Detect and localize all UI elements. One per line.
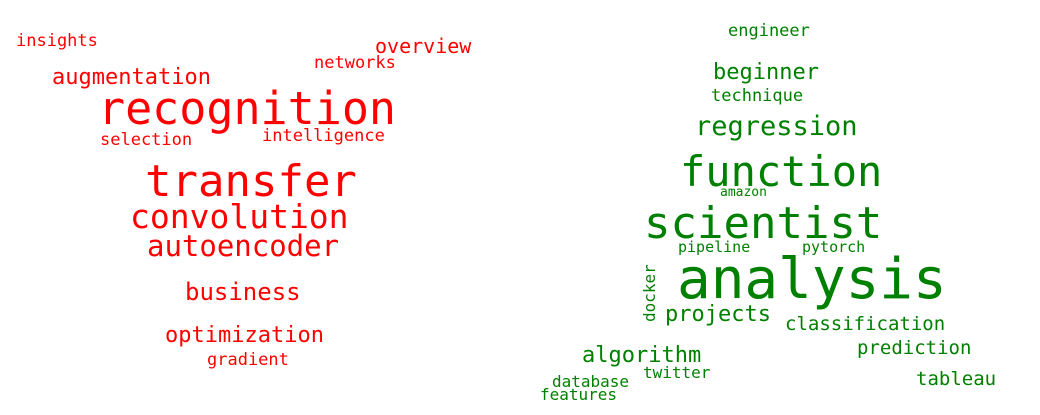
word-twitter: twitter: [643, 363, 711, 382]
word-intelligence: intelligence: [262, 126, 385, 146]
word-business: business: [185, 278, 301, 306]
word-scientist: scientist: [644, 198, 883, 249]
word-tableau: features: [540, 385, 618, 404]
word-overview: overview: [375, 34, 472, 58]
word-augmentation: augmentation: [52, 65, 211, 90]
word-amazon: amazon: [720, 185, 767, 200]
word-beginner: beginner: [713, 60, 819, 85]
word-cloud-right: engineer beginner technique regression f…: [520, 0, 1040, 415]
word-pipeline: pipeline: [678, 238, 751, 256]
word-technique: technique: [711, 86, 804, 106]
word-pytorch: pytorch: [802, 238, 866, 256]
word-engineer: engineer: [728, 21, 810, 41]
word-docker: docker: [640, 264, 659, 322]
word-recognition: recognition: [98, 82, 397, 135]
word-projects: projects: [665, 302, 771, 327]
word-algorithm: algorithm: [582, 343, 702, 368]
word-prediction: prediction: [857, 337, 972, 359]
word-autoencoder: autoencoder: [147, 229, 340, 263]
word-classification: classification: [785, 313, 946, 335]
word-selection: selection: [100, 130, 193, 150]
word-convolution: convolution: [130, 197, 349, 236]
word-optimization: optimization: [165, 323, 324, 348]
word-features: tableau: [916, 368, 997, 390]
word-insights: insights: [16, 31, 98, 51]
word-regression: regression: [695, 111, 858, 142]
word-function: function: [680, 147, 883, 196]
word-cloud-left: insights overview networks augmentation …: [16, 31, 472, 370]
word-networks: networks: [314, 53, 396, 73]
word-database: database: [552, 372, 630, 391]
word-analysis: analysis: [677, 247, 947, 312]
word-transfer: transfer: [145, 156, 357, 207]
word-gradient: gradient: [207, 350, 289, 370]
